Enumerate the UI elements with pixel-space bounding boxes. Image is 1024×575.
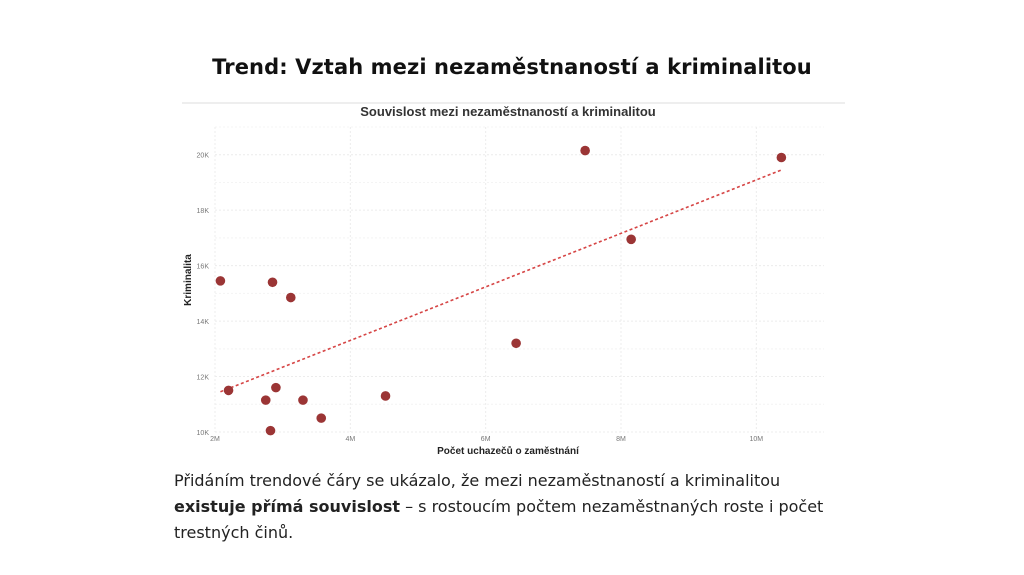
data-point bbox=[267, 277, 278, 288]
data-point bbox=[511, 338, 521, 349]
y-tick-label: 12K bbox=[197, 375, 210, 382]
y-tick-label: 16K bbox=[197, 264, 210, 271]
grid-lines bbox=[214, 126, 824, 433]
data-point bbox=[298, 395, 308, 405]
data-points bbox=[215, 145, 787, 436]
x-tick-label: 10M bbox=[750, 436, 764, 443]
y-axis-label: Kriminalita bbox=[183, 254, 194, 306]
description-paragraph: Přidáním trendové čáry se ukázalo, že me… bbox=[174, 468, 854, 546]
data-point bbox=[626, 234, 636, 245]
y-tick-label: 18K bbox=[197, 208, 210, 215]
data-point bbox=[223, 385, 234, 396]
data-point bbox=[265, 425, 276, 436]
y-tick-label: 10K bbox=[197, 430, 210, 437]
data-point bbox=[776, 152, 787, 163]
x-tick-label: 6M bbox=[481, 436, 491, 443]
y-tick-label: 20K bbox=[197, 153, 210, 160]
data-point bbox=[580, 145, 590, 156]
trend-line-group bbox=[220, 169, 782, 393]
chart-title: Souvislost mezi nezaměstnaností a krimin… bbox=[360, 104, 656, 119]
x-tick-label: 8M bbox=[616, 436, 626, 443]
trend-line bbox=[220, 169, 782, 393]
data-point bbox=[215, 276, 226, 286]
data-point bbox=[271, 382, 281, 393]
data-point bbox=[285, 292, 296, 303]
x-tick-label: 4M bbox=[345, 436, 355, 443]
scatter-chart: Souvislost mezi nezaměstnaností a krimin… bbox=[182, 102, 845, 457]
x-axis-label: Počet uchazečů o zaměstnání bbox=[437, 445, 580, 457]
paragraph-text-end: – s rostoucím počtem nezaměstnaných rost… bbox=[174, 497, 824, 542]
y-axis-ticks: 10K 12K 14K 16K 18K 20K bbox=[197, 153, 210, 437]
paragraph-text-start: Přidáním trendové čáry se ukázalo, že me… bbox=[174, 471, 781, 490]
data-point bbox=[316, 413, 327, 423]
y-tick-label: 14K bbox=[197, 319, 210, 326]
slide-title: Trend: Vztah mezi nezaměstnaností a krim… bbox=[212, 55, 812, 79]
data-point bbox=[260, 395, 271, 405]
x-tick-label: 2M bbox=[210, 436, 220, 443]
paragraph-highlight: existuje přímá souvislost bbox=[174, 497, 400, 516]
x-axis-ticks: 2M 4M 6M 8M 10M bbox=[210, 436, 763, 443]
data-point bbox=[380, 391, 391, 401]
chart-svg: Souvislost mezi nezaměstnaností a krimin… bbox=[182, 102, 845, 457]
